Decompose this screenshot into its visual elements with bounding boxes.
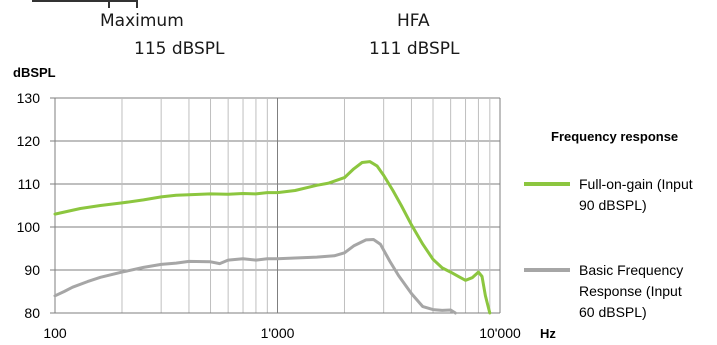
legend-label-2: Response (Input: [579, 283, 682, 299]
y-axis-title: dBSPL: [13, 65, 56, 80]
header-maximum-title: Maximum: [100, 11, 184, 31]
legend: Full-on-gain (Input 90 dBSPL) Basic Freque…: [524, 176, 693, 320]
header-hfa-title: HFA: [397, 11, 430, 31]
header-tick-left: [108, 0, 110, 8]
x-tick-label: 100: [43, 325, 67, 340]
header-hfa-value: 111 dBSPL: [369, 39, 460, 59]
legend-label-1: 90 dBSPL): [579, 197, 647, 213]
header-tick-right: [136, 0, 138, 8]
legend-label-2: 60 dBSPL): [579, 304, 647, 320]
axis-label-layer: 80 90 100 110 120 130 100 1'000 10'000: [17, 90, 521, 341]
series-line-1: [53, 160, 492, 315]
header-top-line: [32, 0, 138, 2]
grid-layer: [50, 97, 501, 314]
x-tick-label: 1'000: [261, 325, 295, 340]
series-layer: [53, 160, 492, 315]
header-maximum-value: 115 dBSPL: [134, 39, 225, 59]
y-tick-label: 120: [17, 133, 41, 149]
y-tick-label: 80: [24, 305, 40, 321]
y-tick-label: 100: [17, 219, 41, 235]
y-tick-label: 110: [18, 176, 41, 192]
y-tick-label: 90: [24, 262, 40, 278]
legend-label-2: Basic Frequency: [579, 262, 683, 278]
y-tick-label: 130: [17, 90, 41, 106]
legend-label-1: Full-on-gain (Input: [579, 176, 693, 192]
x-tick-label: 10'000: [479, 325, 521, 340]
legend-title: Frequency response: [551, 129, 678, 144]
series-line-2: [53, 238, 457, 315]
x-axis-title: Hz: [540, 326, 556, 340]
